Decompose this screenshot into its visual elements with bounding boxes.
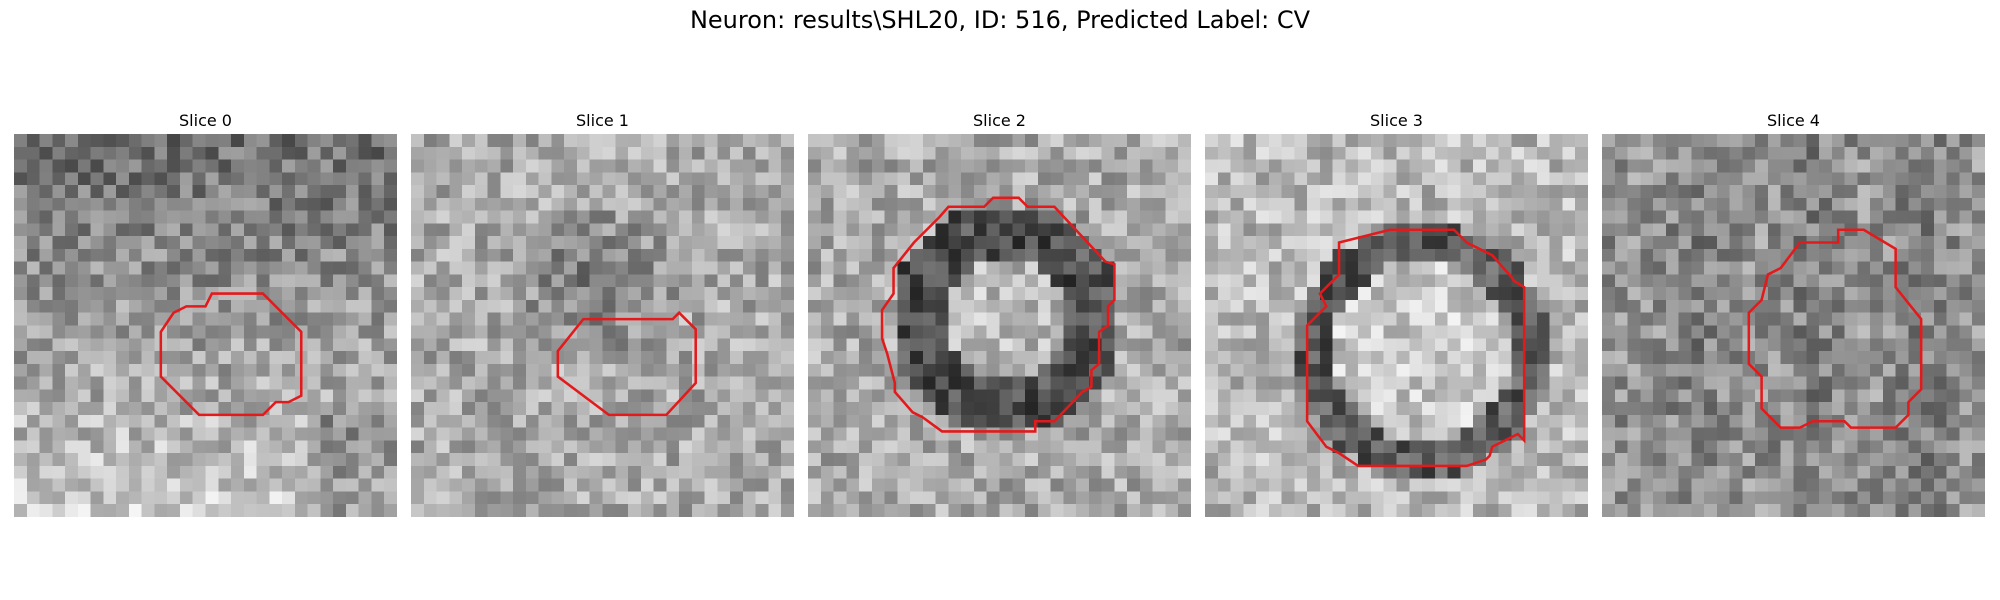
slice-panel-2: Slice 2 xyxy=(808,108,1191,517)
slice-image-2 xyxy=(808,134,1191,517)
slice-panel-0: Slice 0 xyxy=(14,108,397,517)
slice-panel-4: Slice 4 xyxy=(1602,108,1985,517)
slice-image-4 xyxy=(1602,134,1985,517)
roi-contour-0 xyxy=(159,292,303,417)
slice-image-0 xyxy=(14,134,397,517)
slice-title-2: Slice 2 xyxy=(973,111,1026,130)
pixel-grid-1 xyxy=(411,134,794,517)
figure-title: Neuron: results\SHL20, ID: 516, Predicte… xyxy=(689,6,1311,34)
pixel-grid-3 xyxy=(1205,134,1588,517)
slice-title-1: Slice 1 xyxy=(576,111,629,130)
pixel-grid-2 xyxy=(808,134,1191,517)
slice-title-0: Slice 0 xyxy=(179,111,232,130)
slice-title-3: Slice 3 xyxy=(1370,111,1423,130)
slice-panel-3: Slice 3 xyxy=(1205,108,1588,517)
pixel-grid-4 xyxy=(1602,134,1985,517)
slice-image-1 xyxy=(411,134,794,517)
slice-panel-1: Slice 1 xyxy=(411,108,794,517)
roi-contour-4 xyxy=(1747,228,1923,429)
pixel-grid-0 xyxy=(14,134,397,517)
roi-contour-3 xyxy=(1305,228,1526,468)
slice-title-4: Slice 4 xyxy=(1767,111,1820,130)
roi-contour-2 xyxy=(880,196,1116,433)
roi-contour-1 xyxy=(556,310,697,417)
slice-image-3 xyxy=(1205,134,1588,517)
